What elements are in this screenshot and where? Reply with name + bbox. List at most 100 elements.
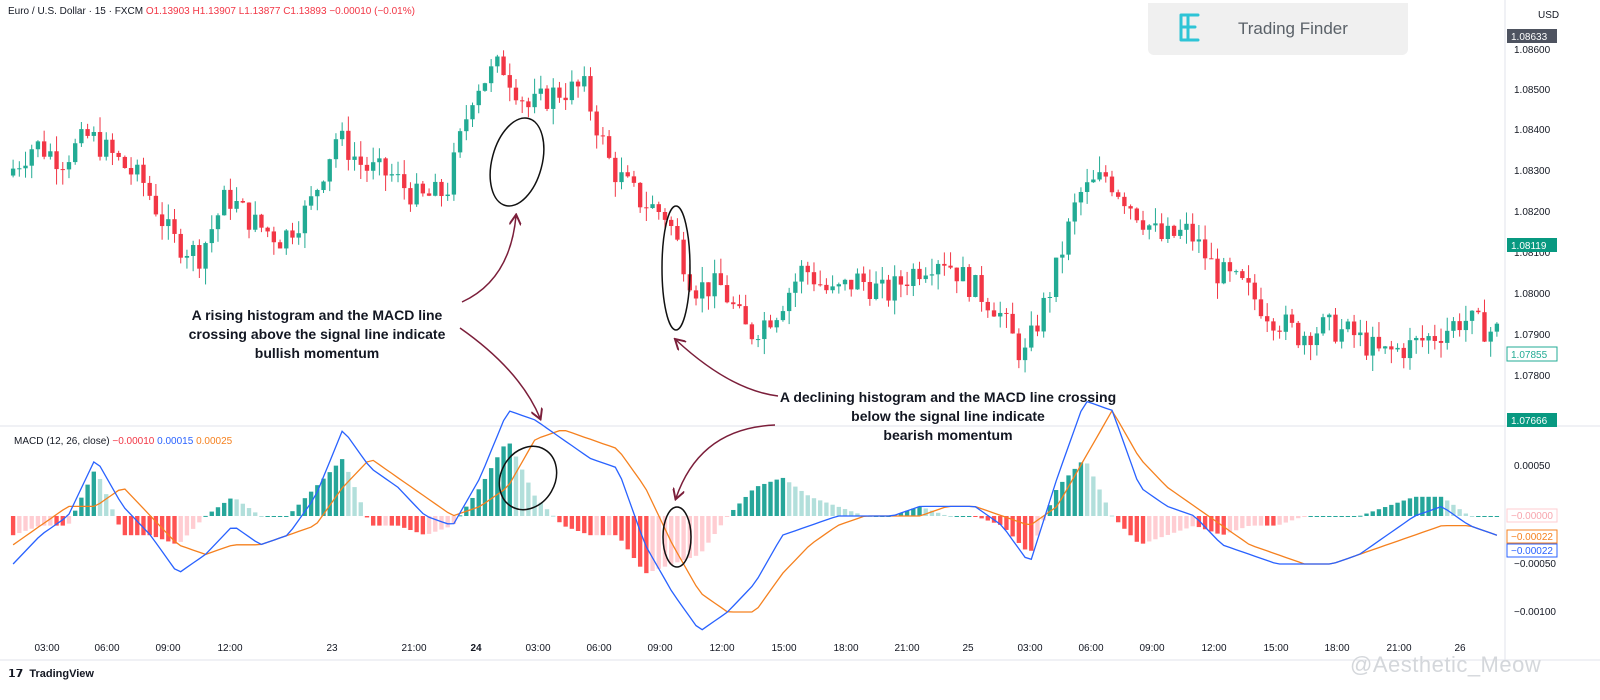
candle-body[interactable] <box>1302 335 1307 346</box>
candle-body[interactable] <box>1364 332 1369 356</box>
candle-body[interactable] <box>1389 346 1394 350</box>
candle-body[interactable] <box>731 302 736 305</box>
candle-body[interactable] <box>985 301 990 311</box>
candle-body[interactable] <box>805 265 810 273</box>
candle-body[interactable] <box>166 219 171 227</box>
candle-body[interactable] <box>1140 220 1146 230</box>
candle-body[interactable] <box>85 129 90 136</box>
candle-body[interactable] <box>315 190 320 197</box>
candle-body[interactable] <box>228 189 233 209</box>
candle-body[interactable] <box>830 286 835 291</box>
candle-body[interactable] <box>656 204 661 212</box>
candle-body[interactable] <box>1010 313 1015 334</box>
candle-body[interactable] <box>1202 239 1208 259</box>
candle-body[interactable] <box>582 76 587 87</box>
candle-body[interactable] <box>1488 331 1493 342</box>
candle-body[interactable] <box>141 164 146 183</box>
candle-body[interactable] <box>1320 317 1326 334</box>
candle-body[interactable] <box>1097 172 1102 180</box>
candle-body[interactable] <box>1283 314 1288 332</box>
candle-body[interactable] <box>563 97 568 101</box>
candle-body[interactable] <box>1395 347 1400 350</box>
candle-body[interactable] <box>1122 196 1127 207</box>
candle-body[interactable] <box>352 156 357 160</box>
candle-body[interactable] <box>1116 192 1121 197</box>
candle-body[interactable] <box>824 284 829 291</box>
candle-body[interactable] <box>1209 258 1214 260</box>
candle-body[interactable] <box>1215 258 1220 284</box>
candle-body[interactable] <box>1016 333 1022 361</box>
candle-body[interactable] <box>954 267 959 282</box>
candle-body[interactable] <box>917 268 922 280</box>
candle-body[interactable] <box>91 132 96 136</box>
candle-body[interactable] <box>991 310 997 317</box>
candle-body[interactable] <box>873 283 879 299</box>
candle-body[interactable] <box>1376 336 1382 349</box>
candle-body[interactable] <box>1171 225 1177 236</box>
candle-body[interactable] <box>780 311 786 321</box>
candle-body[interactable] <box>383 158 388 176</box>
candle-body[interactable] <box>886 279 891 301</box>
candle-body[interactable] <box>1221 262 1226 284</box>
candle-body[interactable] <box>594 111 599 136</box>
candle-body[interactable] <box>818 284 823 286</box>
candle-body[interactable] <box>737 304 742 307</box>
candle-body[interactable] <box>979 275 984 302</box>
candle-body[interactable] <box>178 233 183 258</box>
candle-body[interactable] <box>1004 312 1009 314</box>
candle-body[interactable] <box>855 273 860 290</box>
candle-body[interactable] <box>911 268 916 286</box>
candle-body[interactable] <box>203 243 208 269</box>
candle-body[interactable] <box>358 156 363 165</box>
candle-body[interactable] <box>526 101 531 108</box>
candle-body[interactable] <box>346 130 351 160</box>
candle-body[interactable] <box>675 226 680 240</box>
candle-body[interactable] <box>1153 223 1158 226</box>
candle-body[interactable] <box>389 174 394 176</box>
candle-body[interactable] <box>1109 176 1115 193</box>
candle-body[interactable] <box>799 265 804 282</box>
candle-body[interactable] <box>29 149 34 166</box>
candle-body[interactable] <box>1035 325 1040 332</box>
candle-body[interactable] <box>1022 347 1028 361</box>
candle-body[interactable] <box>1432 336 1437 341</box>
candle-body[interactable] <box>606 136 612 158</box>
candle-body[interactable] <box>861 273 866 283</box>
candle-body[interactable] <box>1482 312 1487 342</box>
candle-body[interactable] <box>1327 314 1332 318</box>
candle-body[interactable] <box>867 282 873 299</box>
candle-body[interactable] <box>1445 330 1450 343</box>
candle-body[interactable] <box>1358 332 1363 336</box>
candle-body[interactable] <box>507 75 512 88</box>
candle-body[interactable] <box>942 263 947 266</box>
candle-body[interactable] <box>1277 330 1282 332</box>
candle-body[interactable] <box>451 152 457 195</box>
candle-body[interactable] <box>122 156 128 168</box>
candle-body[interactable] <box>786 292 792 312</box>
candle-body[interactable] <box>712 273 717 297</box>
candle-body[interactable] <box>426 193 432 196</box>
candle-body[interactable] <box>513 87 519 101</box>
candle-body[interactable] <box>190 245 196 256</box>
candle-body[interactable] <box>402 174 407 189</box>
candle-body[interactable] <box>1091 179 1096 183</box>
candle-body[interactable] <box>1041 297 1046 332</box>
candle-body[interactable] <box>923 275 928 280</box>
candle-body[interactable] <box>935 263 941 275</box>
candle-body[interactable] <box>967 267 972 297</box>
candle-body[interactable] <box>290 230 295 238</box>
currency-label[interactable]: USD <box>1538 10 1560 21</box>
candle-body[interactable] <box>1469 310 1475 321</box>
candle-body[interactable] <box>327 159 332 182</box>
candle-body[interactable] <box>464 119 469 132</box>
candle-body[interactable] <box>1060 254 1065 258</box>
candle-body[interactable] <box>1345 321 1351 330</box>
candle-body[interactable] <box>66 162 72 170</box>
candle-body[interactable] <box>1457 321 1462 331</box>
candle-body[interactable] <box>1494 323 1500 332</box>
candle-body[interactable] <box>600 135 606 137</box>
candle-body[interactable] <box>973 275 978 297</box>
candle-body[interactable] <box>1184 223 1189 230</box>
candle-body[interactable] <box>811 272 817 285</box>
